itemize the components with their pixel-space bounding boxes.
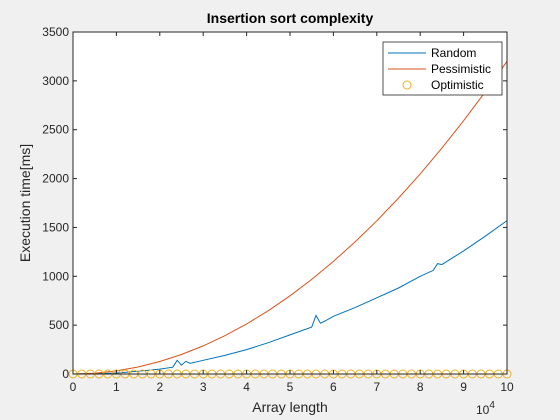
y-axis-label: Execution time[ms] — [17, 144, 33, 262]
y-tick-label: 500 — [49, 318, 69, 332]
x-tick-label: 10 — [500, 380, 514, 394]
x-tick-label: 1 — [113, 380, 120, 394]
x-tick-label: 0 — [70, 380, 77, 394]
y-tick-label: 0 — [62, 367, 69, 381]
legend-swatch-optimistic — [402, 80, 412, 90]
x-tick-label: 4 — [243, 380, 250, 394]
y-tick-label: 3000 — [42, 74, 69, 88]
x-axis-label: Array length — [252, 399, 327, 415]
chart-title: Insertion sort complexity — [207, 10, 374, 26]
x-tick-label: 7 — [373, 380, 380, 394]
x-exponent-power: 4 — [489, 400, 495, 411]
x-exponent: 104 — [476, 400, 495, 417]
y-tick-label: 2000 — [42, 172, 69, 186]
x-tick-label: 3 — [200, 380, 207, 394]
legend: Random Pessimistic Optimistic — [382, 41, 503, 96]
x-tick-label: 5 — [287, 380, 294, 394]
y-tick-label: 3500 — [42, 25, 69, 39]
y-tick-label: 2500 — [42, 123, 69, 137]
y-tick-label: 1500 — [42, 220, 69, 234]
y-tick-label: 1000 — [42, 269, 69, 283]
x-exponent-base: 10 — [476, 403, 490, 417]
x-tick-label: 6 — [330, 380, 337, 394]
x-tick-label: 8 — [417, 380, 424, 394]
series-line-random — [72, 220, 508, 375]
legend-label-optimistic: Optimistic — [431, 78, 484, 92]
ticks-layer: 0 1 2 3 4 5 6 7 8 9 10 0 500 1000 1500 2000 2500 3000 3500 — [42, 25, 514, 394]
x-tick-label: 2 — [156, 380, 163, 394]
legend-label-pessimistic: Pessimistic — [431, 62, 491, 76]
series-line-pessimistic — [72, 61, 508, 375]
x-tick-label: 9 — [460, 380, 467, 394]
legend-label-random: Random — [431, 46, 476, 60]
